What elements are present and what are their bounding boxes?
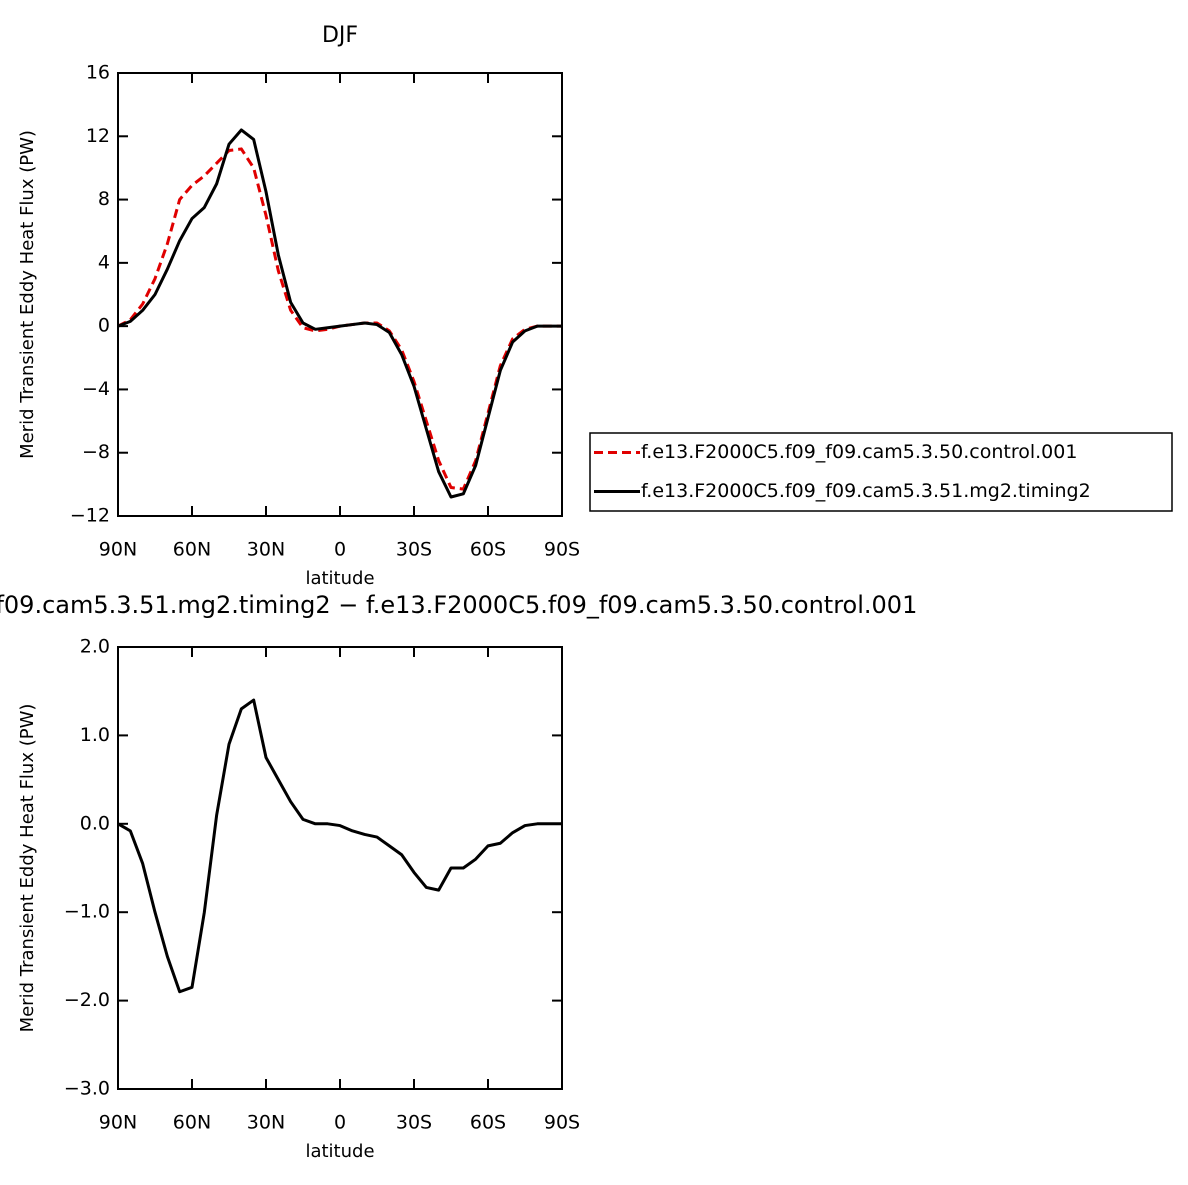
y-tick-label: 0.0 bbox=[80, 812, 110, 834]
x-tick-label: 30S bbox=[396, 539, 432, 561]
data-line bbox=[117, 147, 562, 491]
legend-label: f.e13.F2000C5.f09_f09.cam5.3.51.mg2.timi… bbox=[641, 480, 1091, 502]
y-axis-label: Merid Transient Eddy Heat Flux (PW) bbox=[17, 130, 38, 459]
x-tick-label: 90S bbox=[544, 539, 580, 561]
data-line bbox=[117, 698, 562, 994]
data-line bbox=[117, 128, 562, 499]
y-tick-label: −2.0 bbox=[64, 989, 110, 1011]
x-tick-label: 0 bbox=[334, 1112, 346, 1134]
y-tick-label: 8 bbox=[98, 188, 110, 210]
y-tick-label: 0 bbox=[98, 315, 110, 337]
y-tick-label: 4 bbox=[98, 251, 110, 273]
chart-title: f.e13.F2000C5.f09_f09.cam5.3.51.mg2.timi… bbox=[0, 591, 917, 619]
y-tick-label: 2.0 bbox=[80, 636, 110, 658]
x-tick-label: 30N bbox=[247, 539, 285, 561]
x-tick-label: 60N bbox=[173, 1112, 211, 1134]
y-tick-label: 1.0 bbox=[80, 724, 110, 746]
x-tick-label: 90S bbox=[544, 1112, 580, 1134]
x-tick-label: 0 bbox=[334, 539, 346, 561]
legend-box bbox=[589, 432, 1173, 512]
x-axis-label: latitude bbox=[305, 1141, 374, 1162]
x-tick-label: 90N bbox=[99, 1112, 137, 1134]
plot-frame bbox=[117, 646, 563, 1090]
x-tick-label: 30N bbox=[247, 1112, 285, 1134]
y-axis-label: Merid Transient Eddy Heat Flux (PW) bbox=[17, 704, 38, 1033]
x-tick-label: 60S bbox=[470, 539, 506, 561]
plot-frame bbox=[117, 72, 563, 517]
x-tick-label: 30S bbox=[396, 1112, 432, 1134]
y-tick-label: −12 bbox=[70, 505, 110, 527]
y-tick-label: −4 bbox=[82, 378, 110, 400]
y-tick-label: −8 bbox=[82, 441, 110, 463]
x-axis-label: latitude bbox=[305, 568, 374, 589]
y-tick-label: −3.0 bbox=[64, 1078, 110, 1100]
y-tick-label: 16 bbox=[86, 62, 110, 84]
legend-label: f.e13.F2000C5.f09_f09.cam5.3.50.control.… bbox=[641, 441, 1077, 463]
y-tick-label: −1.0 bbox=[64, 901, 110, 923]
y-tick-label: 12 bbox=[86, 125, 110, 147]
x-tick-label: 90N bbox=[99, 539, 137, 561]
x-tick-label: 60S bbox=[470, 1112, 506, 1134]
chart-title: DJF bbox=[322, 23, 358, 48]
x-tick-label: 60N bbox=[173, 539, 211, 561]
